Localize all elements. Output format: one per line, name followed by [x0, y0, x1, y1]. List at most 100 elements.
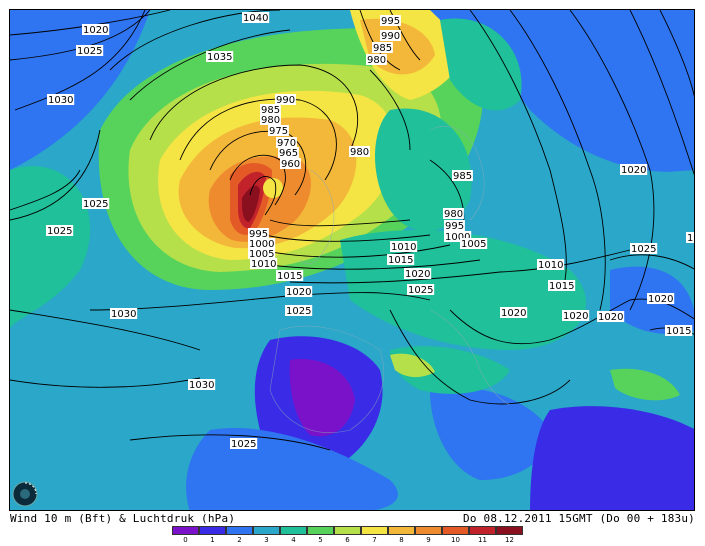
wind-area-northsea [375, 108, 472, 232]
isobar-label-bg [407, 284, 435, 295]
isobar-label: 980 [350, 147, 369, 158]
isobar-label: 1025 [631, 244, 656, 255]
isobar-label-bg [250, 258, 278, 269]
isobar-line [229, 154, 286, 206]
isobar-label-bg [275, 94, 296, 105]
legend-swatch [361, 526, 388, 535]
isobar-line [629, 298, 694, 320]
isobar-label: 995 [381, 16, 400, 27]
isobar-label-bg [260, 104, 281, 115]
isobar-line [289, 249, 631, 284]
isobar-label-bg [630, 243, 658, 254]
isobar-label: 1025 [47, 226, 72, 237]
legend-tick-label: 11 [478, 536, 487, 544]
isobar-line [369, 69, 411, 151]
legend-tick-label: 7 [372, 536, 377, 544]
legend-swatch [280, 526, 307, 535]
isobar-label-bg [82, 198, 110, 209]
isobar-line [179, 98, 337, 181]
isobar-label: 1015 [388, 255, 413, 266]
isobar-label: 1000 [249, 239, 274, 250]
isobar-label-bg [188, 379, 216, 390]
isobar-label: 970 [277, 138, 296, 149]
isobar-label-bg [248, 228, 269, 239]
isobar-label-bg [242, 12, 270, 23]
isobar-label-bg [460, 238, 488, 249]
isobar-label-bg [276, 270, 304, 281]
legend-tick-label: 5 [318, 536, 323, 544]
isobar-line [509, 10, 606, 311]
isobar-label: 1005 [461, 239, 486, 250]
isobar-label-bg [47, 94, 75, 105]
isobar-line [629, 10, 694, 176]
isobar-label: 995 [249, 229, 268, 240]
isobar-label-bg [620, 164, 648, 175]
isobar-label-bg [380, 15, 401, 26]
isobar-line [389, 309, 571, 405]
isobar-label-bg [372, 42, 393, 53]
isobar-label: 1010 [391, 242, 416, 253]
legend-swatch [442, 526, 469, 535]
isobar-label-bg [206, 51, 234, 62]
isobar-label-bg [285, 286, 313, 297]
isobar-line [209, 130, 307, 196]
isobar-line [10, 169, 81, 211]
legend-tick-label: 3 [264, 536, 269, 544]
isobar-label: 1020 [598, 312, 623, 323]
legend-tick-label: 0 [183, 536, 188, 544]
isobar-label-bg [248, 248, 276, 259]
isobar-label-bg [82, 24, 110, 35]
isobar-label-bg [380, 30, 401, 41]
isobar-line [10, 309, 201, 351]
isobar-line [259, 244, 451, 258]
isobar-label-bg [562, 310, 590, 321]
isobar-label: 995 [445, 221, 464, 232]
isobar-label-bg [278, 147, 299, 158]
coastline-denmark [429, 125, 485, 221]
wind-area-libya [430, 387, 550, 480]
isobar-line [269, 219, 411, 227]
legend-swatch [307, 526, 334, 535]
wind-area-southwest [10, 340, 209, 510]
legend-swatch [199, 526, 226, 535]
isobar-label: 1005 [249, 249, 274, 260]
legend-swatch [226, 526, 253, 535]
isobar-label: 985 [373, 43, 392, 54]
isobar-label-bg [230, 438, 258, 449]
wind-area-west-2 [10, 166, 91, 330]
isobar-label: 1025 [286, 306, 311, 317]
isobar-label-bg [500, 307, 528, 318]
isobar-label-bg [268, 125, 289, 136]
isobar-label-bg [665, 325, 693, 336]
isobar-label: 10 [687, 233, 695, 244]
legend-tick-label: 4 [291, 536, 296, 544]
wind-area-west [10, 10, 150, 170]
isobar-label-bg [285, 305, 313, 316]
isobar-line [659, 10, 694, 98]
legend-tick-label: 1 [210, 536, 215, 544]
isobar-label: 990 [381, 31, 400, 42]
isobar-label: 980 [444, 209, 463, 220]
legend-swatch [334, 526, 361, 535]
isobar-label-bg [537, 259, 565, 270]
legend-tick-label: 12 [505, 536, 514, 544]
map-caption-left: Wind 10 m (Bft) & Luchtdruk (hPa) [10, 512, 236, 525]
isobar-line [129, 434, 331, 451]
isobar-label-bg [248, 238, 276, 249]
isobar-label-bg [452, 170, 473, 181]
legend-swatch [496, 526, 523, 535]
isobar-line [569, 10, 655, 311]
isobar-label-bg [390, 241, 418, 252]
isobar-line [249, 176, 277, 216]
wind-area-norway-sea [440, 18, 522, 111]
isobar-line [264, 234, 431, 242]
legend-swatch [388, 526, 415, 535]
isobar-label: 1015 [277, 271, 302, 282]
wind-scale-legend: 0 1 2 3 4 5 6 7 8 9 10 11 12 [172, 526, 526, 544]
isobar-label-bg [444, 231, 472, 242]
isobar-label-bg [548, 280, 576, 291]
legend-swatch [172, 526, 199, 535]
wind-area-iberia-calm [289, 359, 355, 437]
isobar-label: 1040 [243, 13, 268, 24]
isobar-label: 1025 [77, 46, 102, 57]
